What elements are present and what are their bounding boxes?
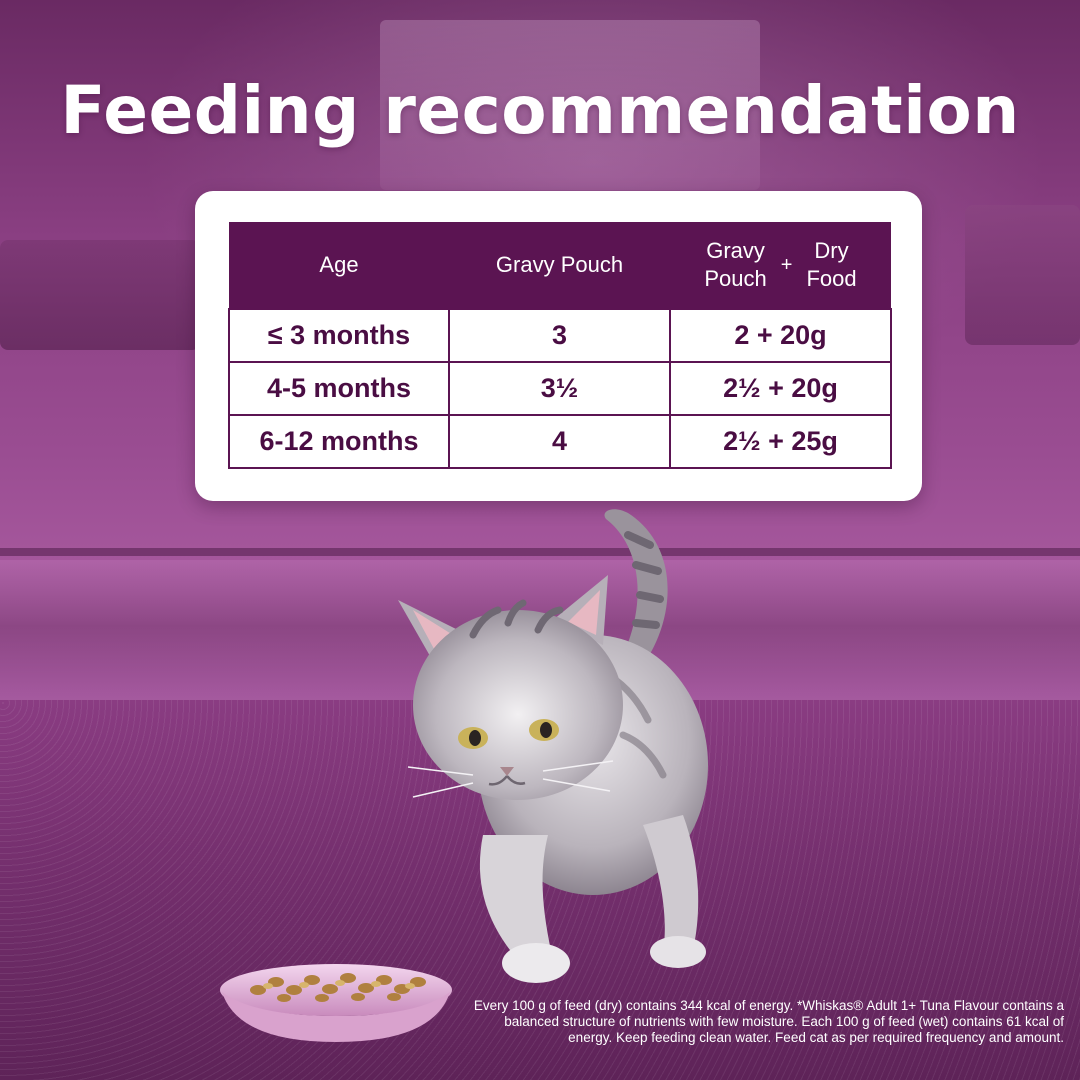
cell-gravy-pouch: 3½ xyxy=(448,361,671,416)
feeding-table-card: Age Gravy Pouch Gravy Pouch + Dry Food xyxy=(195,191,922,501)
feeding-table: Age Gravy Pouch Gravy Pouch + Dry Food xyxy=(228,222,892,469)
cell-combo: 2½ + 25g xyxy=(669,414,892,469)
nutrition-disclaimer: Every 100 g of feed (dry) contains 344 k… xyxy=(473,998,1064,1045)
header-combo-left-line1: Gravy xyxy=(706,238,765,263)
table-row: ≤ 3 months 3 2 + 20g xyxy=(228,308,892,363)
background-baseboard xyxy=(0,548,1080,556)
header-combo-right-line2: Food xyxy=(806,266,857,291)
header-gravy-plus-dry: Gravy Pouch + Dry Food xyxy=(670,222,891,309)
background-sofa-left xyxy=(0,240,200,350)
header-combo: Gravy Pouch + Dry Food xyxy=(704,237,856,293)
table-header-row: Age Gravy Pouch Gravy Pouch + Dry Food xyxy=(229,222,891,309)
header-plus-sign: + xyxy=(780,254,793,276)
cell-combo: 2½ + 20g xyxy=(669,361,892,416)
cell-gravy-pouch: 3 xyxy=(448,308,671,363)
cell-combo: 2 + 20g xyxy=(669,308,892,363)
header-combo-left-line2: Pouch xyxy=(704,266,767,291)
background-window xyxy=(380,20,760,190)
table-row: 6-12 months 4 2½ + 25g xyxy=(228,414,892,469)
header-age: Age xyxy=(229,222,449,309)
food-bowl-image xyxy=(220,964,452,1042)
header-combo-left: Gravy Pouch xyxy=(704,237,766,293)
header-gravy-pouch: Gravy Pouch xyxy=(449,222,670,309)
cell-age: 4-5 months xyxy=(228,361,450,416)
page-title: Feeding recommendation xyxy=(60,72,1020,149)
cell-age: 6-12 months xyxy=(228,414,450,469)
header-combo-right: Dry Food xyxy=(806,237,856,293)
cell-age: ≤ 3 months xyxy=(228,308,450,363)
kitten-image xyxy=(398,509,708,983)
table-row: 4-5 months 3½ 2½ + 20g xyxy=(228,361,892,416)
background-sofa-right xyxy=(965,205,1080,345)
cell-gravy-pouch: 4 xyxy=(448,414,671,469)
header-combo-right-line1: Dry xyxy=(814,238,849,263)
